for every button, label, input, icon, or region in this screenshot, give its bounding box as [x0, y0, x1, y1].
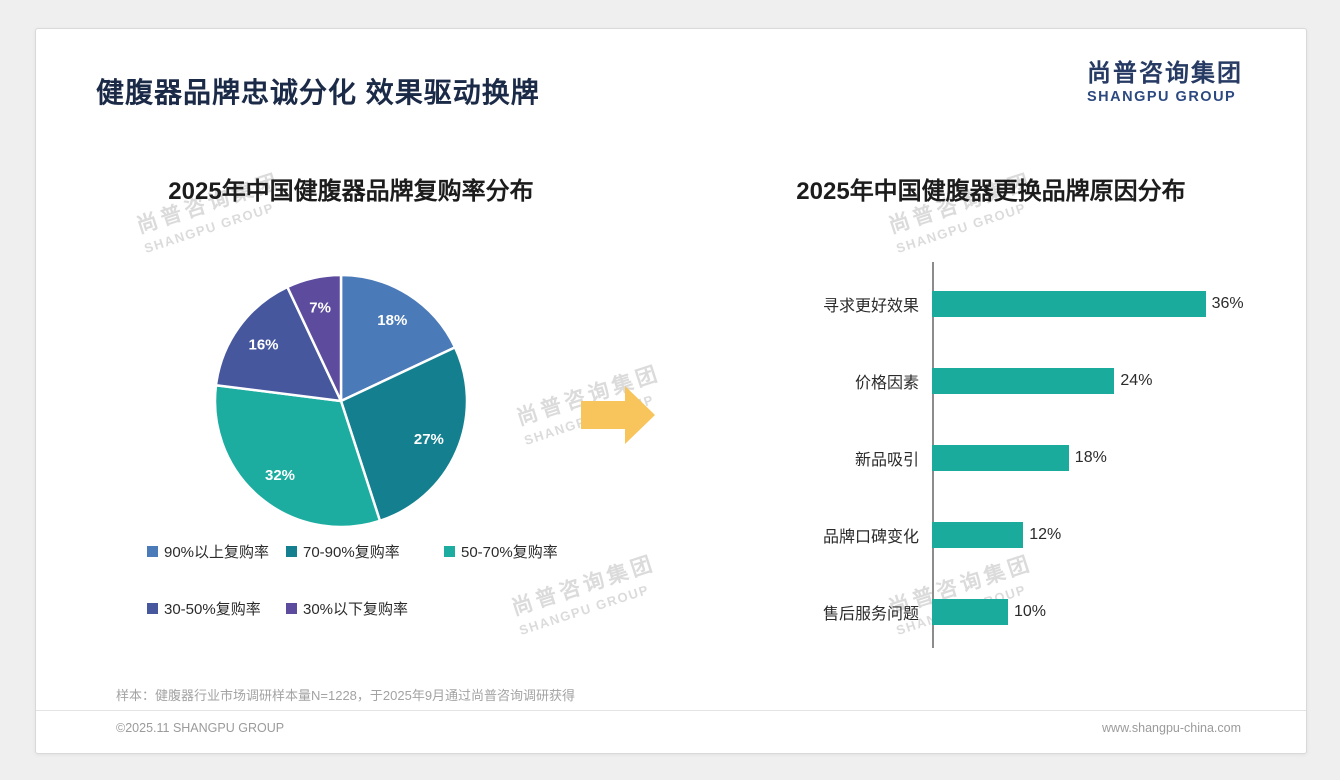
legend-swatch-icon: [286, 603, 297, 614]
pie-slice-2: [213, 383, 382, 529]
pie-value-label: 16%: [248, 337, 278, 354]
sample-note: 样本：健腹器行业市场调研样本量N=1228，于2025年9月通过尚普咨询调研获得: [116, 688, 576, 703]
pie-slice-1: [339, 346, 469, 523]
arrow-right-shape: [581, 386, 655, 444]
bar-value-label: 18%: [1074, 448, 1107, 466]
bar-category-label: 新品吸引: [854, 451, 919, 469]
legend-item-3: 30-50%复购率: [147, 598, 286, 619]
bar-value-label: 12%: [1029, 525, 1062, 543]
legend-item-1: 70-90%复购率: [286, 541, 444, 562]
bar-value-label: 36%: [1211, 294, 1244, 312]
bar-row-0: 寻求更好效果 36%: [702, 265, 1244, 342]
legend-label: 70-90%复购率: [303, 544, 400, 561]
bar-chart-title: 2025年中国健腹器更换品牌原因分布: [796, 178, 1186, 205]
bar-value-label: 24%: [1120, 371, 1153, 389]
bar-row-1: 价格因素 24%: [702, 342, 1244, 419]
pie-chart-title: 2025年中国健腹器品牌复购率分布: [168, 178, 534, 205]
legend-item-0: 90%以上复购率: [147, 541, 286, 562]
pie-legend: 90%以上复购率 70-90%复购率 50-70%复购率 30-50%复购率 30%以下…: [147, 541, 558, 619]
pie-slice-4: [286, 273, 343, 403]
bar-category-label: 售后服务问题: [822, 605, 919, 623]
website-url: www.shangpu-china.com: [1102, 721, 1241, 735]
legend-swatch-icon: [147, 603, 158, 614]
legend-label: 30-50%复购率: [164, 601, 261, 618]
pie-value-label: 7%: [309, 300, 331, 317]
bar-chart: 寻求更好效果 36% 价格因素 24% 新品吸引 18% 品牌口碑变化 12% 售后服务问题 10…: [702, 265, 1244, 650]
legend-item-4: 30%以下复购率: [286, 598, 444, 619]
bar: [932, 444, 1069, 471]
bar-row-2: 新品吸引 18%: [702, 419, 1244, 496]
logo-en: SHANGPU GROUP: [1087, 89, 1237, 105]
copyright-text: ©2025.11 SHANGPU GROUP: [116, 721, 285, 735]
pie-chart: 18% 27% 32% 16% 7%: [213, 273, 469, 529]
bar-value-label: 10%: [1014, 602, 1047, 620]
legend-swatch-icon: [147, 546, 158, 557]
bar: [932, 521, 1024, 548]
bar-category-label: 品牌口碑变化: [822, 528, 919, 546]
bar-category-label: 寻求更好效果: [822, 297, 919, 315]
page-title: 健腹器品牌忠诚分化 效果驱动换牌: [96, 77, 540, 108]
bar-row-4: 售后服务问题 10%: [702, 573, 1244, 650]
pie-value-label: 27%: [414, 431, 444, 448]
legend-label: 30%以下复购率: [303, 601, 409, 618]
legend-label: 50-70%复购率: [461, 544, 558, 561]
legend-item-2: 50-70%复购率: [444, 541, 558, 562]
pie-value-label: 32%: [265, 467, 295, 484]
bar: [932, 290, 1206, 317]
footer-divider: [36, 710, 1306, 711]
slide-card: 尚普咨询集团 SHANGPU GROUP 尚普咨询集团 SHANGPU GROU…: [35, 28, 1307, 754]
bar: [932, 598, 1008, 625]
bar-category-label: 价格因素: [854, 374, 919, 392]
bar-row-3: 品牌口碑变化 12%: [702, 496, 1244, 573]
legend-swatch-icon: [286, 546, 297, 557]
pie-slice-0: [339, 273, 457, 403]
logo: 尚普咨询集团 SHANGPU GROUP: [1087, 53, 1243, 105]
legend-swatch-icon: [444, 546, 455, 557]
pie-value-label: 18%: [377, 312, 407, 329]
logo-cn: 尚普咨询集团: [1087, 60, 1243, 87]
arrow-right-icon: [581, 386, 655, 444]
bar: [932, 367, 1115, 394]
legend-label: 90%以上复购率: [164, 544, 270, 561]
pie-slice-3: [214, 285, 343, 403]
